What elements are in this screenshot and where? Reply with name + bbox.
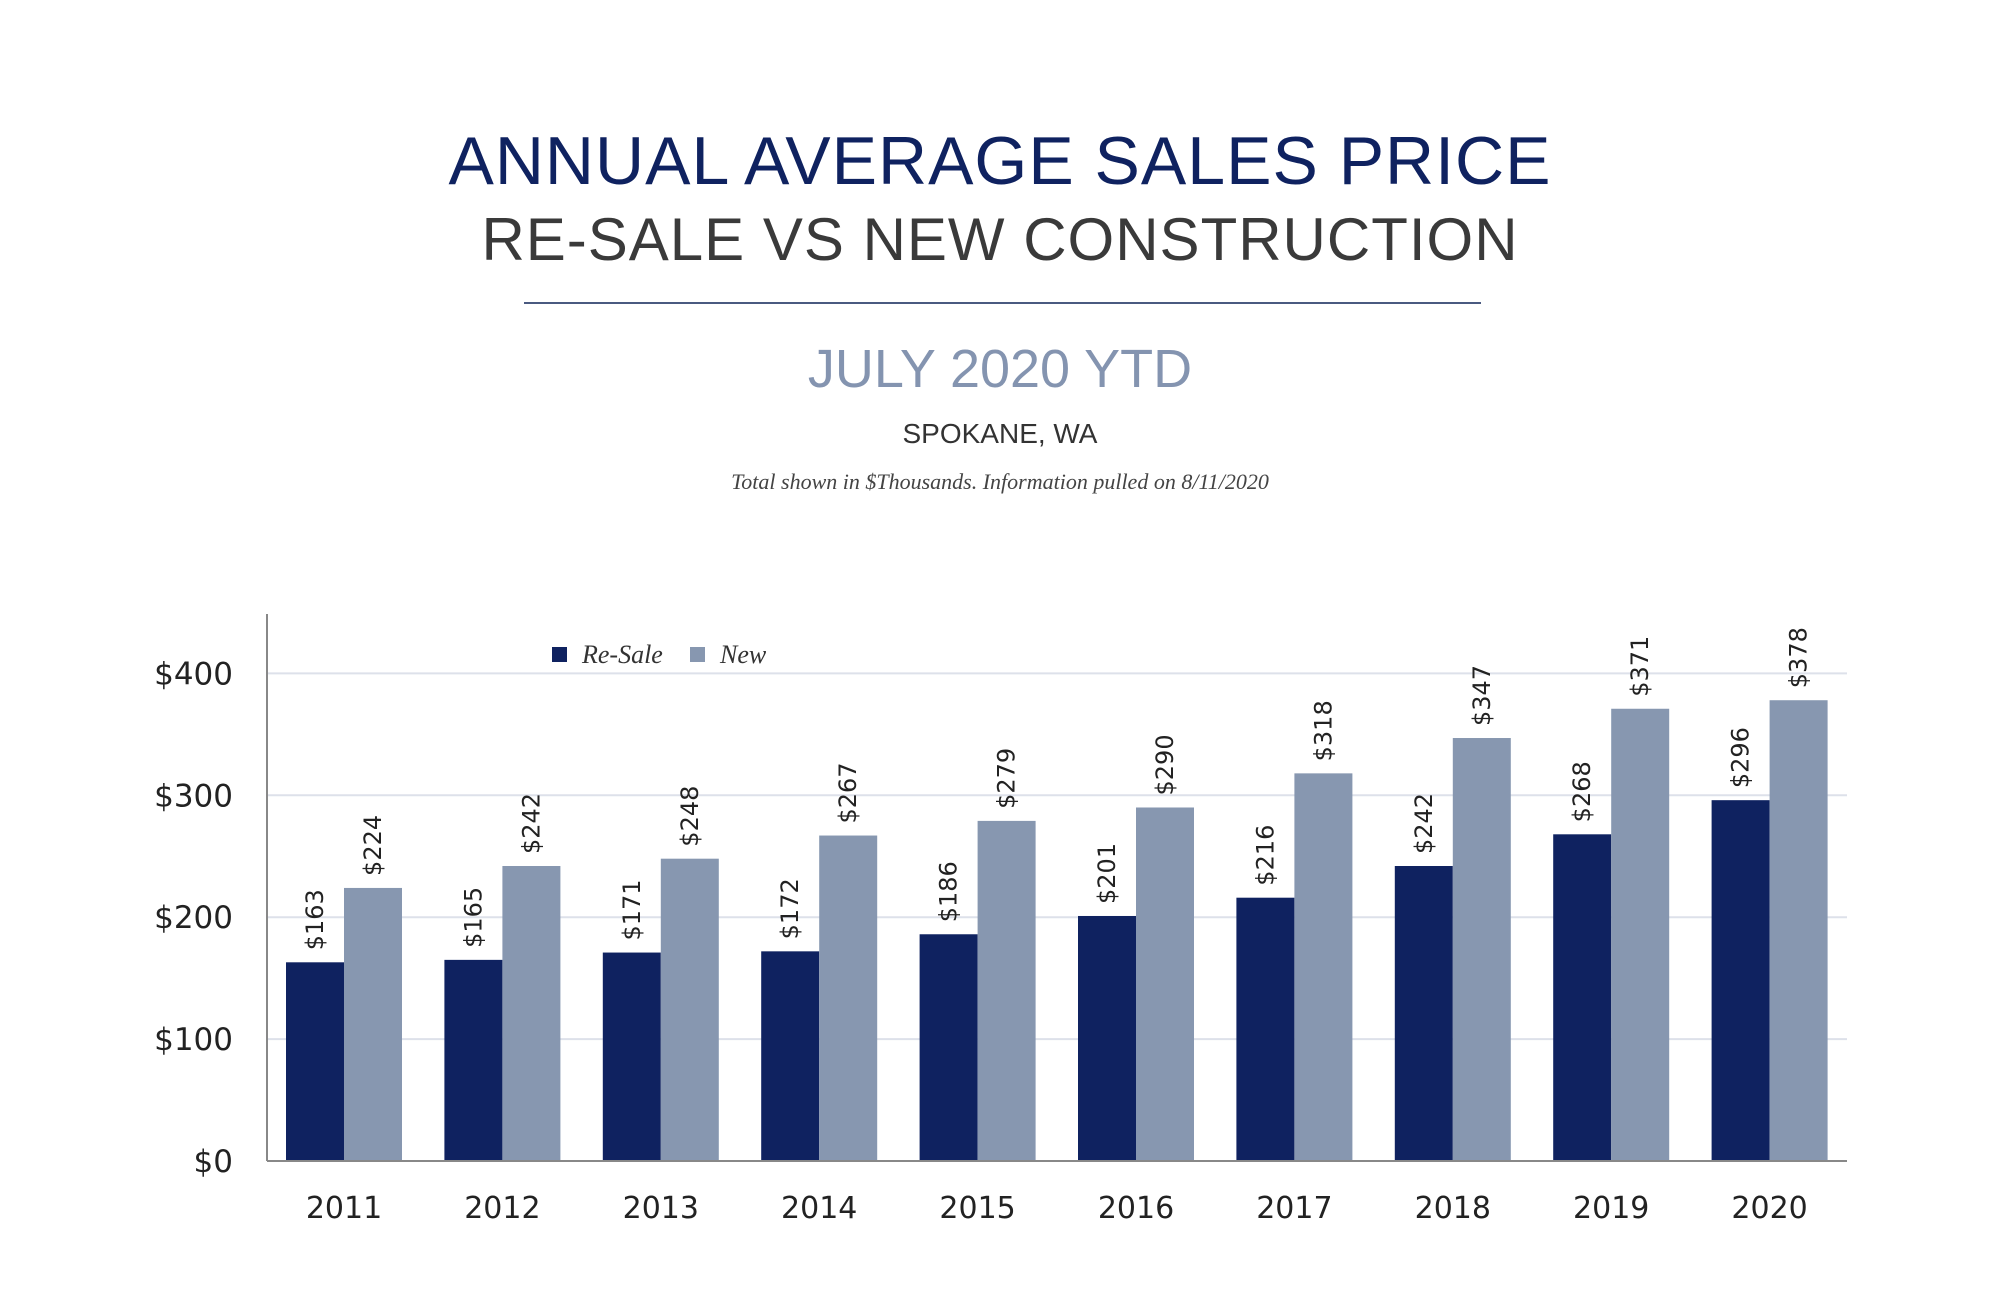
bar-new-2014 <box>819 835 878 1161</box>
period-label: JULY 2020 YTD <box>807 339 1193 399</box>
y-tick-label: $400 <box>154 656 233 692</box>
x-tick-label: 2012 <box>464 1191 540 1226</box>
bar-re-sale-2017 <box>1236 897 1295 1161</box>
data-label: $171 <box>618 879 646 940</box>
data-label: $279 <box>993 748 1021 809</box>
legend-label-re-sale: Re-Sale <box>581 640 663 669</box>
bar-re-sale-2020 <box>1711 800 1770 1161</box>
bar-new-2017 <box>1294 773 1353 1161</box>
x-tick-label: 2020 <box>1731 1191 1807 1226</box>
bar-new-2016 <box>1136 807 1194 1161</box>
data-label: $347 <box>1468 665 1496 726</box>
y-tick-label: $100 <box>154 1022 233 1058</box>
data-label: $248 <box>676 786 704 847</box>
data-label: $201 <box>1093 843 1121 904</box>
legend-swatch-re-sale <box>552 647 567 662</box>
data-label: $172 <box>776 878 804 939</box>
data-label: $186 <box>935 861 963 922</box>
bar-new-2015 <box>977 820 1036 1161</box>
data-label: $224 <box>359 815 387 876</box>
data-label: $165 <box>459 887 487 948</box>
title-divider <box>524 302 1481 304</box>
data-label: $216 <box>1251 825 1279 886</box>
bar-new-2018 <box>1452 738 1511 1161</box>
data-label: $318 <box>1309 700 1337 761</box>
legend-label-new: New <box>719 640 767 669</box>
chart-title: ANNUAL AVERAGE SALES PRICE <box>448 123 1552 199</box>
data-label: $378 <box>1785 627 1813 688</box>
data-label: $296 <box>1727 727 1755 788</box>
bar-re-sale-2015 <box>919 934 978 1161</box>
x-tick-label: 2013 <box>623 1191 699 1226</box>
chart-subtitle: RE-SALE VS NEW CONSTRUCTION <box>481 206 1519 273</box>
bar-new-2011 <box>344 887 402 1161</box>
data-label: $268 <box>1568 761 1596 822</box>
data-label: $163 <box>301 889 329 950</box>
y-tick-label: $200 <box>154 900 233 936</box>
bar-re-sale-2014 <box>761 951 820 1161</box>
data-label: $371 <box>1626 636 1654 697</box>
x-tick-label: 2017 <box>1256 1191 1332 1226</box>
y-tick-label: $0 <box>194 1144 233 1180</box>
bar-re-sale-2016 <box>1078 915 1136 1161</box>
bar-re-sale-2019 <box>1553 834 1612 1161</box>
data-label: $242 <box>1410 793 1438 854</box>
bar-new-2012 <box>502 866 561 1161</box>
legend-swatch-new <box>690 647 705 662</box>
bar-re-sale-2011 <box>286 962 344 1161</box>
bar-new-2013 <box>660 858 719 1161</box>
x-tick-label: 2014 <box>781 1191 857 1226</box>
x-tick-label: 2015 <box>939 1191 1015 1226</box>
bar-new-2019 <box>1611 708 1670 1161</box>
location-label: SPOKANE, WA <box>902 418 1098 449</box>
bar-new-2020 <box>1769 700 1828 1161</box>
y-tick-label: $300 <box>154 778 233 814</box>
x-tick-label: 2018 <box>1415 1191 1491 1226</box>
x-tick-label: 2019 <box>1573 1191 1649 1226</box>
bar-re-sale-2018 <box>1394 866 1453 1161</box>
x-tick-label: 2011 <box>306 1191 382 1226</box>
source-note: Total shown in $Thousands. Information p… <box>731 469 1269 494</box>
bar-re-sale-2013 <box>602 952 661 1161</box>
data-label: $267 <box>834 762 862 823</box>
data-label: $242 <box>517 793 545 854</box>
data-label: $290 <box>1151 734 1179 795</box>
bar-re-sale-2012 <box>444 959 503 1161</box>
x-tick-label: 2016 <box>1098 1191 1174 1226</box>
